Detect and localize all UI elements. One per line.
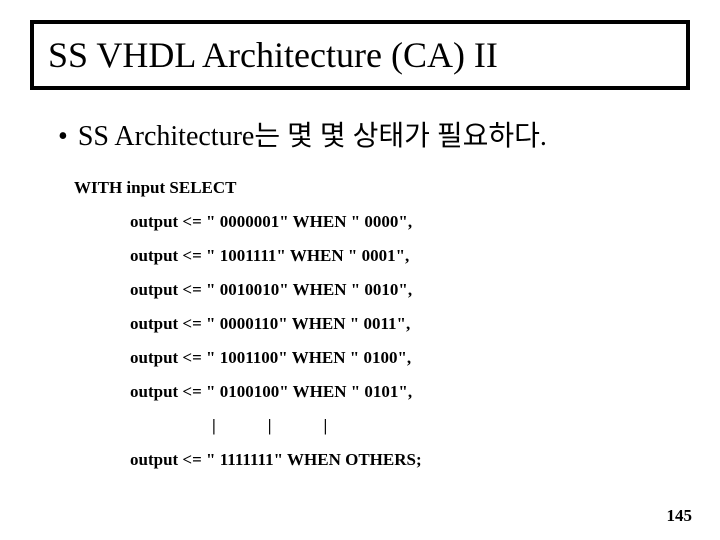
code-block: WITH input SELECT output <= " 0000001" W… <box>74 178 690 470</box>
bullet-row: • SS Architecture는 몇 몇 상태가 필요하다. <box>58 114 690 154</box>
ellipsis-bars: ||| <box>212 416 690 436</box>
page-number: 145 <box>667 506 693 526</box>
code-line: output <= " 0100100" WHEN " 0101", <box>130 382 690 402</box>
code-line: output <= " 0010010" WHEN " 0010", <box>130 280 690 300</box>
title-box: SS VHDL Architecture (CA) II <box>30 20 690 90</box>
bullet-text: SS Architecture는 몇 몇 상태가 필요하다. <box>78 114 547 154</box>
code-line: output <= " 0000001" WHEN " 0000", <box>130 212 690 232</box>
bullet-marker: • <box>58 121 68 153</box>
code-line: output <= " 1001100" WHEN " 0100", <box>130 348 690 368</box>
code-line: output <= " 1001111" WHEN " 0001", <box>130 246 690 266</box>
code-line: output <= " 0000110" WHEN " 0011", <box>130 314 690 334</box>
code-line-last: output <= " 1111111" WHEN OTHERS; <box>130 450 690 470</box>
with-select-line: WITH input SELECT <box>74 178 690 198</box>
page-title: SS VHDL Architecture (CA) II <box>48 34 672 76</box>
